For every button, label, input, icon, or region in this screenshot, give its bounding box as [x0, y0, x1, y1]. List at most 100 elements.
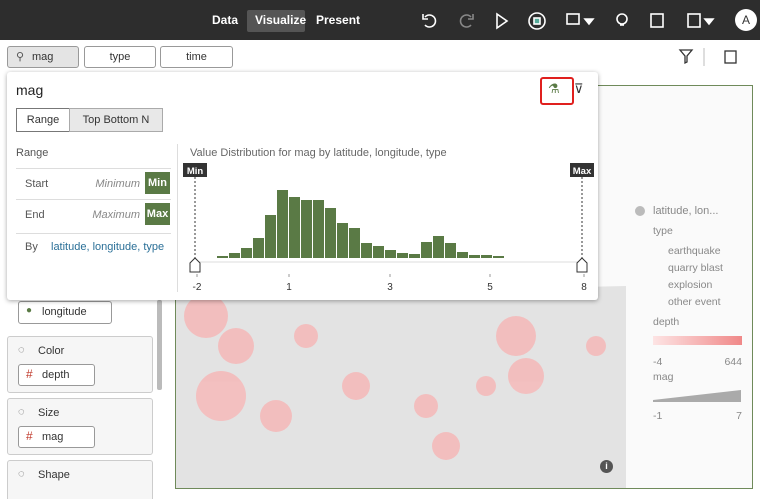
bar — [373, 246, 384, 258]
range-button[interactable]: Max — [145, 203, 170, 225]
top-bar — [0, 0, 760, 40]
active-tab-bg — [247, 10, 305, 32]
bar — [433, 236, 444, 258]
hash-icon: # — [26, 429, 33, 443]
legend-subtitle: mag — [653, 371, 674, 383]
divider — [16, 233, 171, 234]
filter-pill[interactable]: type — [84, 46, 156, 68]
info-icon[interactable]: i — [600, 460, 613, 473]
highlight-box[interactable] — [540, 77, 574, 105]
size-wedge — [653, 390, 741, 402]
handle — [189, 257, 201, 273]
handle — [576, 257, 588, 273]
section-label: Range — [16, 147, 49, 159]
bar — [301, 200, 312, 258]
handle-flag — [183, 163, 207, 177]
by-label: By — [25, 241, 38, 253]
bar — [217, 256, 228, 258]
field-pill[interactable]: mag — [18, 426, 95, 448]
bar — [421, 242, 432, 258]
section-icon: ◌ — [18, 344, 25, 356]
color-ramp — [653, 336, 742, 345]
row-border — [16, 168, 171, 169]
x-tick-label: 3 — [387, 282, 393, 293]
grammar-section — [7, 460, 153, 499]
row-label: Start — [25, 178, 49, 190]
bar — [229, 253, 240, 258]
legend-item: explosion — [668, 279, 713, 291]
tab[interactable]: Present — [316, 13, 361, 27]
panel-title: mag — [16, 82, 44, 98]
legend-min: -1 — [653, 410, 663, 422]
section-title: Size — [38, 407, 60, 419]
field-pill[interactable]: longitude — [18, 301, 112, 324]
bar — [289, 197, 300, 258]
row-label: End — [25, 209, 45, 221]
legend-item: earthquake — [668, 245, 721, 257]
section-icon: ◌ — [18, 406, 25, 418]
avatar[interactable]: A — [735, 9, 757, 31]
filter-pill[interactable]: time — [160, 46, 233, 68]
bar — [337, 223, 348, 258]
x-tick-label: 5 — [487, 282, 493, 293]
bar — [397, 253, 408, 258]
x-tick-label: 8 — [581, 282, 587, 293]
tab[interactable]: Data — [212, 13, 239, 27]
x-tick-label: -2 — [193, 282, 202, 293]
section-icon: ◌ — [18, 468, 25, 480]
section-title: Shape — [38, 469, 70, 481]
legend-subtitle: type — [653, 225, 673, 237]
legend-max: 7 — [736, 410, 742, 422]
location-icon: ● — [26, 305, 33, 316]
legend-item: other event — [668, 296, 721, 308]
tab[interactable]: Visualize — [255, 13, 307, 27]
bar — [469, 255, 480, 258]
bar — [253, 238, 264, 258]
bar — [385, 250, 396, 258]
scrollbar[interactable] — [157, 300, 162, 390]
bar — [493, 256, 504, 258]
legend-subtitle: depth — [653, 316, 680, 328]
tab-button[interactable]: Range — [16, 108, 70, 132]
bar — [349, 228, 360, 258]
legend-item: quarry blast — [668, 262, 723, 274]
by-value[interactable]: latitude, longitude, type — [51, 241, 165, 253]
divider — [177, 144, 178, 292]
map — [176, 286, 626, 488]
bar — [313, 200, 324, 258]
field-pill[interactable]: depth — [18, 364, 95, 386]
bar — [241, 248, 252, 258]
pin-icon: ⚲ — [16, 51, 25, 63]
legend-max: 644 — [724, 356, 742, 368]
histogram: -2 1 3 5 8 Min Max — [183, 163, 594, 293]
row-placeholder[interactable]: Minimum — [95, 178, 140, 190]
x-tick-label: 1 — [286, 282, 292, 293]
clear-icon[interactable]: ⊽ — [574, 81, 584, 96]
tab-button[interactable]: Top Bottom N — [69, 108, 163, 132]
range-button[interactable]: Min — [145, 172, 170, 194]
bar — [457, 252, 468, 258]
legend-min: -4 — [653, 356, 663, 368]
row-placeholder[interactable]: Maximum — [92, 209, 140, 221]
bar — [445, 243, 456, 258]
bar — [481, 255, 492, 258]
hash-icon: # — [26, 367, 33, 381]
bar — [265, 215, 276, 258]
apply-icon[interactable]: ⚗ — [548, 81, 560, 96]
histogram-title: Value Distribution for mag by latitude, … — [190, 147, 447, 159]
legend-title: latitude, lon... — [653, 205, 719, 217]
handle-label: Min — [187, 166, 204, 177]
toolbar-icons[interactable] — [415, 8, 725, 34]
bar — [325, 208, 336, 258]
legend-dot — [635, 206, 645, 216]
row-border — [16, 199, 171, 200]
filter-bar-icons[interactable] — [676, 46, 746, 68]
filter-pill[interactable]: mag — [7, 46, 79, 68]
section-title: Color — [38, 345, 65, 357]
bar — [409, 254, 420, 258]
handle-flag — [570, 163, 594, 177]
handle-label: Max — [573, 166, 592, 177]
bar — [361, 243, 372, 258]
bar — [277, 190, 288, 258]
